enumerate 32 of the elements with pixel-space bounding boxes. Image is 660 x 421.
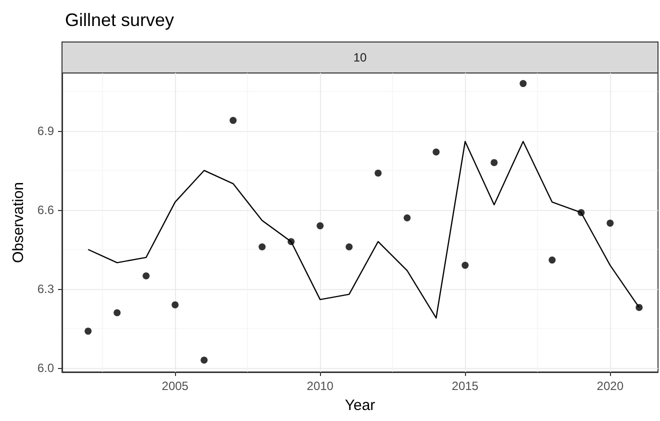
point: [142, 272, 150, 280]
point: [490, 159, 498, 166]
point: [200, 356, 208, 364]
point: [374, 170, 382, 177]
point: [316, 222, 324, 230]
point: [548, 256, 556, 264]
x-tick-label: 2005: [162, 379, 189, 393]
x-tick-label: 2010: [306, 379, 334, 393]
point: [462, 262, 469, 269]
y-tick-label: 6.0: [37, 361, 54, 376]
point: [578, 209, 585, 216]
y-tick-label: 6.3: [37, 282, 54, 296]
point: [288, 238, 295, 246]
chart-title: Gillnet survey: [65, 10, 174, 30]
point: [606, 220, 614, 227]
point: [114, 309, 121, 316]
x-axis-title: Year: [344, 397, 376, 414]
y-tick-label: 6.9: [37, 124, 54, 138]
text: 10: [353, 50, 367, 64]
point: [636, 304, 643, 311]
point: [520, 80, 527, 88]
point: [432, 148, 440, 156]
y-axis-title: Observation: [10, 182, 27, 263]
point: [258, 243, 266, 250]
point: [84, 328, 92, 335]
point: [172, 301, 179, 308]
point: [404, 214, 411, 222]
x-tick-label: 2020: [596, 379, 624, 393]
y-tick-label: 6.6: [37, 202, 54, 217]
point: [230, 116, 237, 124]
point: [346, 243, 353, 250]
x-tick-label: 2015: [452, 379, 479, 393]
